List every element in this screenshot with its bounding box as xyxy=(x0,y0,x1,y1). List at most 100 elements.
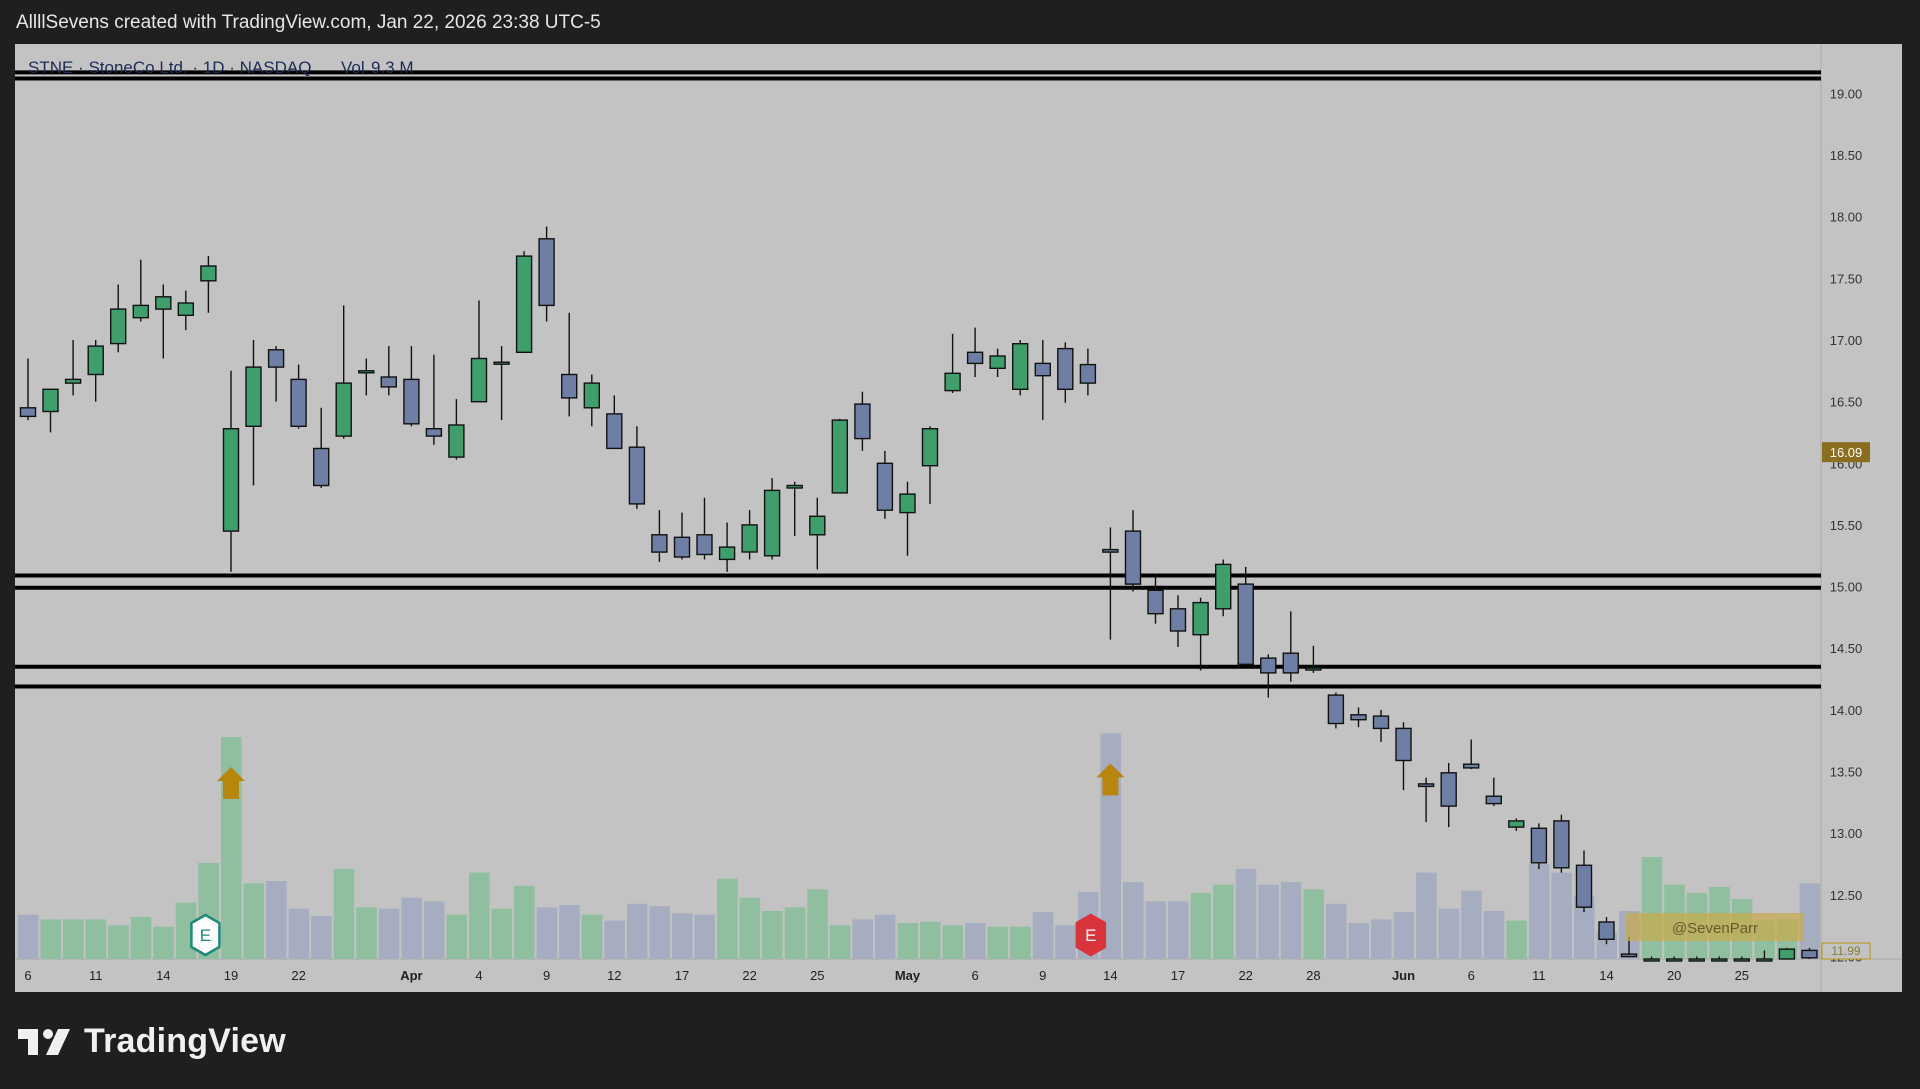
volume-bar xyxy=(1032,912,1054,959)
volume-bar xyxy=(1438,908,1460,959)
tradingview-logo[interactable]: TradingView xyxy=(18,1022,286,1061)
candle-bull xyxy=(989,355,1006,370)
candle-bear xyxy=(606,413,623,450)
candle-bear xyxy=(1485,795,1503,805)
date-tick-label: 9 xyxy=(543,968,550,983)
volume-bar xyxy=(626,903,648,959)
candle-bear xyxy=(561,373,578,399)
candle-bear xyxy=(313,447,330,487)
date-tick-label: 25 xyxy=(810,968,824,983)
candle-bear xyxy=(1169,608,1187,632)
candle-bear xyxy=(1327,694,1345,725)
volume-bar xyxy=(897,923,918,959)
volume-bar xyxy=(852,919,873,959)
volume-bar xyxy=(807,889,828,959)
candle-bear xyxy=(403,378,420,425)
date-tick-label: 17 xyxy=(675,968,689,983)
volume-bar xyxy=(1235,869,1257,959)
candle-bull xyxy=(899,493,916,514)
candle-bull xyxy=(1508,820,1525,828)
last-price-label: 11.99 xyxy=(1831,944,1860,958)
watermark-box: @SevenParr xyxy=(1626,913,1804,941)
volume-bar xyxy=(536,907,558,959)
volume-bar xyxy=(153,926,174,959)
candle-bear xyxy=(538,238,555,307)
candle-bull xyxy=(1305,667,1322,671)
date-tick-label: 25 xyxy=(1735,968,1749,983)
volume-bar xyxy=(446,914,467,959)
candle-bear xyxy=(1530,827,1548,864)
volume-bar xyxy=(333,869,355,959)
price-axis[interactable] xyxy=(1821,44,1902,959)
volume-bar xyxy=(829,925,851,959)
volume-bar xyxy=(378,908,400,959)
date-tick-label: 6 xyxy=(24,968,31,983)
time-axis[interactable] xyxy=(15,959,1902,992)
volume-bar xyxy=(717,878,738,959)
volume-bar xyxy=(1258,884,1279,959)
volume-bar xyxy=(1483,911,1505,959)
bottom-bar xyxy=(0,992,1920,1089)
candle-bull xyxy=(741,524,758,553)
earnings-marker-icon xyxy=(1075,913,1107,957)
date-tick-label: 20 xyxy=(1667,968,1681,983)
volume-bar xyxy=(784,907,806,959)
volume-bar xyxy=(130,917,152,959)
price-tick-label: 19.00 xyxy=(1830,86,1863,101)
candle-bear xyxy=(1575,864,1593,908)
candle-bull xyxy=(222,428,240,532)
candle-bear xyxy=(1417,783,1435,788)
volume-bar xyxy=(942,925,964,959)
candles xyxy=(19,226,1818,962)
volume-bar xyxy=(672,913,693,959)
volume-bar xyxy=(739,897,761,959)
candle-bear xyxy=(628,446,646,505)
date-tick-label: 28 xyxy=(1306,968,1320,983)
volume-bar xyxy=(1303,889,1324,959)
candle-bull xyxy=(1665,958,1683,962)
candle-bull xyxy=(515,255,533,354)
chart-legend: STNE · StoneCo Ltd. · 1D · NASDAQ Vol 9.… xyxy=(28,58,414,77)
candle-bear xyxy=(1282,652,1300,674)
volume-bar xyxy=(40,919,61,959)
price-tick-label: 17.00 xyxy=(1830,333,1863,348)
last-price-background xyxy=(1821,942,1871,960)
horizontal-levels xyxy=(15,70,1821,689)
candle-bull xyxy=(335,382,352,437)
candle-bear xyxy=(1260,657,1277,674)
candle-bull xyxy=(786,484,803,489)
price-tick-label: 18.50 xyxy=(1830,148,1863,163)
up-arrow-icon xyxy=(216,767,245,799)
top-bar: AllllSevens created with TradingView.com… xyxy=(0,0,1920,44)
candle-bear xyxy=(380,376,397,388)
candle-bull xyxy=(448,424,465,458)
plot-area[interactable] xyxy=(15,44,1821,959)
price-tick-label: 17.50 xyxy=(1830,271,1863,286)
volume-bar xyxy=(356,907,377,959)
candle-bear xyxy=(425,428,443,437)
date-tick-label: Jun xyxy=(1392,968,1415,983)
candle-bear xyxy=(1598,921,1615,940)
candle-bear xyxy=(696,534,713,556)
candle-bear xyxy=(1147,589,1164,615)
candle-bear xyxy=(966,351,984,365)
candle-bull xyxy=(470,357,488,403)
candle-bear xyxy=(1801,949,1818,959)
candle-bear xyxy=(19,407,37,418)
volume-bar xyxy=(18,914,39,959)
date-tick-label: 14 xyxy=(1103,968,1117,983)
candle-bull xyxy=(921,428,939,467)
date-tick-label: 14 xyxy=(156,968,170,983)
date-tick-label: 6 xyxy=(971,968,978,983)
watermark-text: @SevenParr xyxy=(1672,920,1758,937)
date-tick-label: 14 xyxy=(1599,968,1613,983)
candle-bull xyxy=(1756,958,1773,962)
date-tick-label: 22 xyxy=(742,968,756,983)
price-tick-label: 15.00 xyxy=(1830,580,1863,595)
date-tick-label: 11 xyxy=(1532,968,1546,983)
legend-volume-value: 9.3 M xyxy=(371,58,414,77)
date-tick-label: 19 xyxy=(224,968,238,983)
date-tick-label: 22 xyxy=(1238,968,1252,983)
candle-bull xyxy=(1214,563,1232,610)
